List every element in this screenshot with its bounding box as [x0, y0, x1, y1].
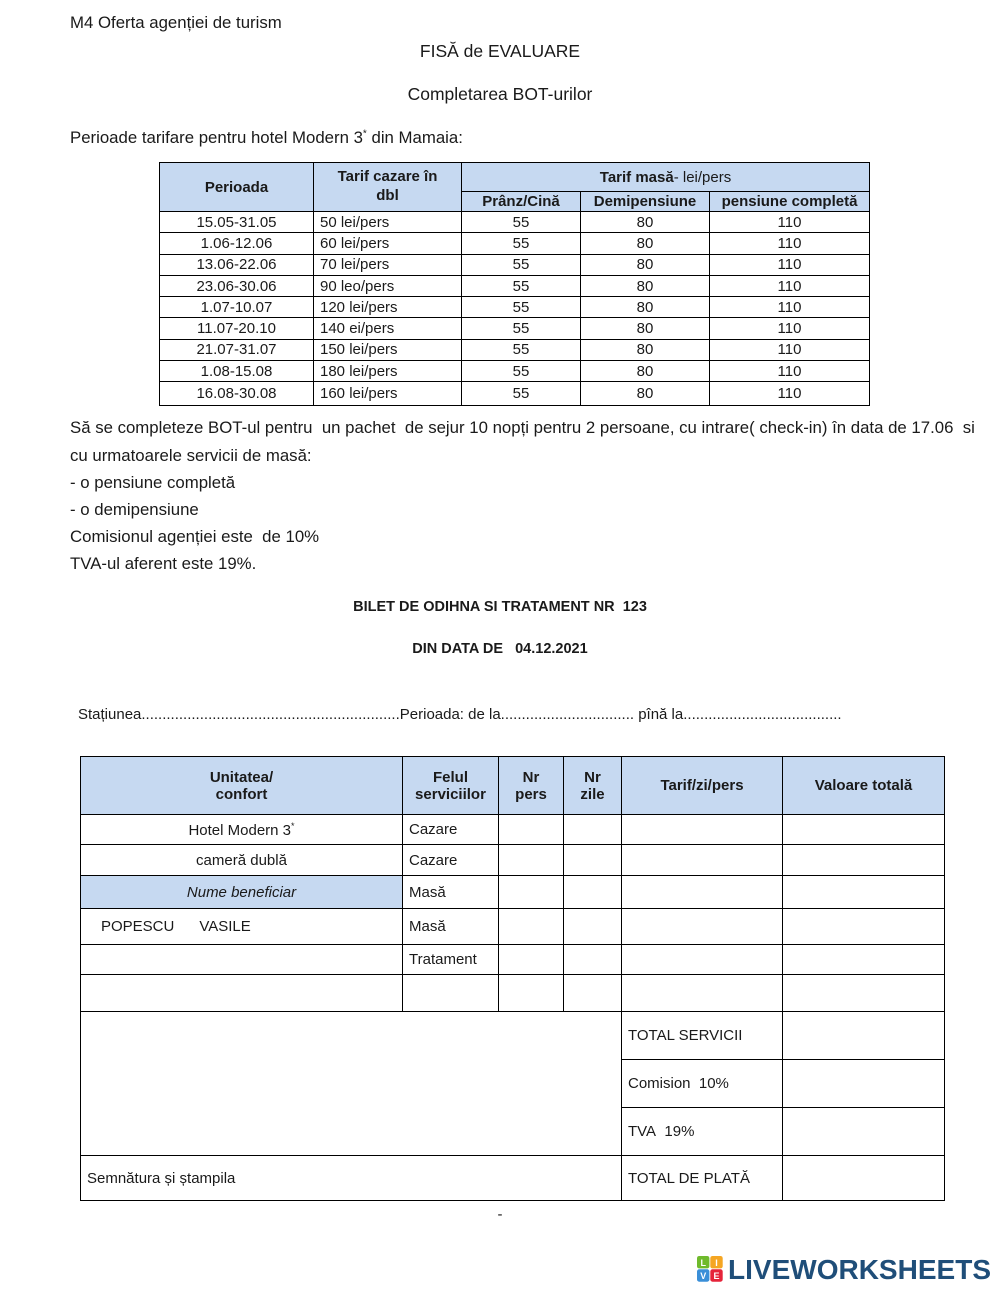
svg-text:L: L	[700, 1258, 706, 1268]
svg-text:V: V	[700, 1271, 706, 1281]
svg-text:E: E	[713, 1271, 719, 1281]
svg-text:LIVEWORKSHEETS: LIVEWORKSHEETS	[728, 1256, 991, 1284]
svg-text:I: I	[715, 1258, 718, 1268]
